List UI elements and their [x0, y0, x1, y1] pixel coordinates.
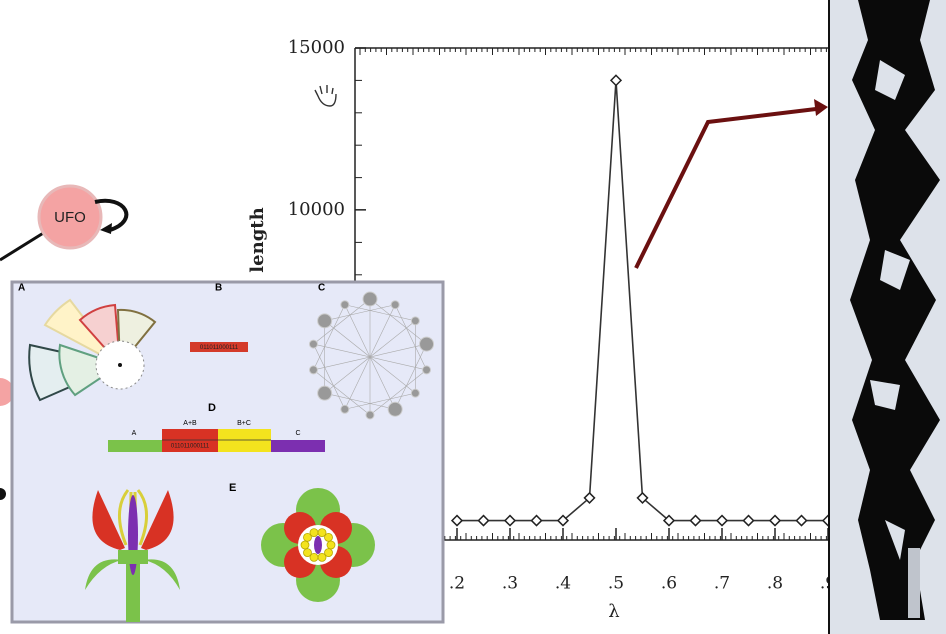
- network-node: [411, 389, 419, 397]
- arrowhead: [100, 223, 112, 234]
- network-node: [318, 314, 332, 328]
- network-node: [420, 337, 434, 351]
- data-point: [452, 516, 462, 526]
- x-tick-label: .3: [502, 574, 518, 594]
- micrograph: [829, 0, 946, 634]
- network-node: [318, 386, 332, 400]
- segment-bar: [271, 440, 325, 452]
- segment-label: A+B: [183, 420, 197, 427]
- segment-label: B+C: [237, 420, 251, 427]
- data-point: [532, 516, 542, 526]
- hand-icon: [315, 85, 336, 106]
- network-node: [366, 411, 374, 419]
- x-tick-label: .2: [449, 574, 465, 594]
- panel-label: B: [215, 283, 222, 294]
- segment-bar: [108, 440, 162, 452]
- stamen: [318, 553, 326, 561]
- figure-panel: A B C D E 011011000111 A A+B B+C C 01101…: [12, 282, 443, 622]
- y-tick-label: 15000: [288, 37, 345, 58]
- stamen: [327, 541, 335, 549]
- x-tick-label: .8: [767, 574, 783, 594]
- stamen: [301, 541, 309, 549]
- network-node: [341, 405, 349, 413]
- panel-label: E: [229, 482, 236, 494]
- partial-node: [0, 488, 6, 500]
- data-point: [717, 516, 727, 526]
- collage: length λ 1000015000.2.3.4.5.6.7.8.9 UFO …: [0, 0, 946, 634]
- x-tick-label: .7: [714, 574, 730, 594]
- data-point: [611, 75, 621, 85]
- data-line: [457, 80, 828, 520]
- node-label: UFO: [54, 209, 86, 226]
- stamen: [310, 529, 318, 537]
- network-node: [388, 402, 402, 416]
- edge: [0, 232, 45, 260]
- data-point: [505, 516, 515, 526]
- panel-label: C: [318, 283, 325, 294]
- segment-bar: [218, 429, 271, 452]
- network-node: [391, 301, 399, 309]
- panel-label: D: [208, 402, 216, 414]
- data-point: [797, 516, 807, 526]
- network-node: [309, 340, 317, 348]
- data-point: [691, 516, 701, 526]
- segment-label: C: [295, 430, 300, 437]
- stamen: [325, 533, 333, 541]
- data-point: [744, 516, 754, 526]
- stamen: [303, 549, 311, 557]
- x-tick-label: .5: [608, 574, 624, 594]
- network-node: [309, 366, 317, 374]
- network-node: [341, 301, 349, 309]
- x-tick-label: .4: [555, 574, 571, 594]
- x-axis-label: λ: [608, 601, 619, 622]
- code-text: 011011000111: [171, 444, 210, 450]
- network-node: [423, 366, 431, 374]
- y-axis-label: length: [247, 207, 268, 272]
- network-node: [411, 317, 419, 325]
- code-text: 011011000111: [200, 345, 239, 351]
- network-node: [363, 292, 377, 306]
- data-point: [479, 516, 489, 526]
- segment-label: A: [132, 430, 137, 437]
- y-tick-label: 10000: [288, 199, 345, 220]
- panel-label: A: [18, 283, 25, 294]
- connector-arrow: [636, 99, 828, 268]
- x-tick-label: .6: [661, 574, 677, 594]
- data-point: [770, 516, 780, 526]
